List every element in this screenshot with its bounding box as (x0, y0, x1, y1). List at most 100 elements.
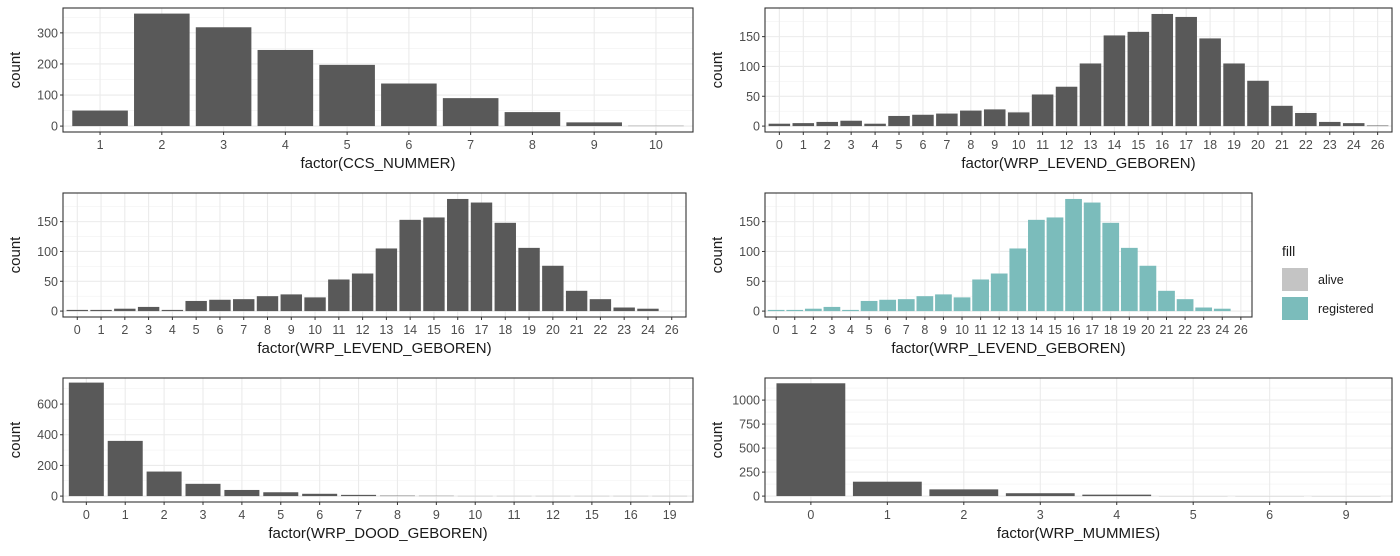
x-tick-label: 1 (884, 508, 891, 522)
x-tick-label: 8 (921, 323, 928, 337)
bar-3 (1005, 493, 1075, 497)
x-tick-label: 3 (828, 323, 835, 337)
bar-24 (1213, 308, 1231, 312)
x-tick-label: 21 (1275, 138, 1289, 152)
x-tick-label: 4 (169, 323, 176, 337)
bar-2 (816, 121, 838, 127)
bar-13 (375, 248, 398, 312)
x-tick-label: 2 (158, 138, 165, 152)
x-tick-label: 19 (1227, 138, 1241, 152)
x-tick-label: 0 (776, 138, 783, 152)
bar-5 (185, 300, 207, 312)
bar-5 (263, 492, 299, 497)
x-tick-label: 10 (955, 323, 969, 337)
bar-19 (1120, 247, 1138, 312)
bar-1 (72, 110, 128, 127)
bar-6 (879, 299, 897, 312)
x-tick-label: 14 (1107, 138, 1121, 152)
x-tick-label: 9 (433, 508, 440, 522)
y-tick-label: 750 (739, 418, 760, 432)
y-tick-label: 150 (739, 215, 760, 229)
x-tick-label: 9 (1343, 508, 1350, 522)
y-tick-label: 50 (746, 275, 760, 289)
legend-label-registered: registered (1318, 302, 1374, 316)
x-tick-label: 20 (546, 323, 560, 337)
x-tick-label: 18 (498, 323, 512, 337)
x-tick-label: 9 (591, 138, 598, 152)
y-tick-label: 0 (753, 490, 760, 504)
bar-3 (823, 306, 841, 312)
bar-3 (185, 483, 221, 497)
x-tick-label: 24 (641, 323, 655, 337)
y-tick-label: 100 (739, 60, 760, 74)
x-tick-label: 5 (344, 138, 351, 152)
bar-14 (1028, 219, 1045, 312)
x-tick-label: 17 (1179, 138, 1193, 152)
x-tick-label: 16 (624, 508, 638, 522)
x-tick-label: 2 (824, 138, 831, 152)
bar-17 (1083, 202, 1101, 312)
x-axis-title: factor(WRP_MUMMIES) (997, 525, 1160, 542)
panel-border (62, 192, 687, 318)
bar-14 (1103, 35, 1126, 127)
y-tick-label: 200 (37, 57, 58, 71)
x-tick-label: 4 (238, 508, 245, 522)
x-tick-label: 11 (974, 323, 987, 337)
bar-19 (1223, 63, 1245, 127)
x-tick-label: 21 (570, 323, 584, 337)
x-tick-label: 19 (1122, 323, 1136, 337)
bar-4 (842, 309, 859, 312)
x-tick-label: 1 (791, 323, 798, 337)
panel-background (765, 378, 1392, 502)
x-tick-label: 12 (356, 323, 370, 337)
bar-3 (195, 27, 252, 127)
bar-9 (935, 294, 952, 312)
x-tick-label: 3 (220, 138, 227, 152)
x-tick-label: 7 (355, 508, 362, 522)
x-tick-label: 8 (529, 138, 536, 152)
x-tick-label: 18 (1104, 323, 1118, 337)
bar-20 (1139, 265, 1157, 312)
x-tick-label: 8 (264, 323, 271, 337)
y-tick-label: 100 (739, 245, 760, 259)
bar-8 (504, 112, 561, 127)
bar-8 (916, 296, 934, 312)
y-tick-label: 1000 (732, 394, 760, 408)
panel-border (764, 192, 1253, 318)
x-tick-label: 16 (1155, 138, 1169, 152)
bar-12 (990, 273, 1008, 312)
bar-15 (423, 217, 445, 312)
x-tick-label: 5 (277, 508, 284, 522)
x-tick-label: 15 (1048, 323, 1062, 337)
bar-7 (442, 98, 499, 127)
x-tick-label: 6 (1266, 508, 1273, 522)
bar-13 (1079, 63, 1102, 127)
x-tick-label: 18 (1203, 138, 1217, 152)
x-tick-label: 3 (145, 323, 152, 337)
x-tick-label: 16 (1067, 323, 1081, 337)
bar-23 (1195, 307, 1213, 312)
legend-label-alive: alive (1318, 273, 1344, 287)
bar-19 (518, 247, 540, 312)
bar-7 (233, 299, 255, 312)
bar-21 (565, 290, 588, 312)
x-tick-label: 12 (546, 508, 560, 522)
x-tick-label: 10 (308, 323, 322, 337)
x-tick-label: 1 (98, 323, 105, 337)
bar-24 (1342, 123, 1365, 127)
x-tick-label: 3 (1037, 508, 1044, 522)
bar-17 (1175, 16, 1197, 127)
bar-18 (1102, 222, 1120, 312)
bar-22 (589, 299, 612, 312)
x-tick-label: 19 (522, 323, 536, 337)
x-tick-label: 14 (403, 323, 417, 337)
x-axis-title: factor(WRP_DOOD_GEBOREN) (268, 525, 487, 542)
y-tick-label: 200 (37, 459, 58, 473)
x-tick-label: 0 (74, 323, 81, 337)
x-tick-label: 4 (1113, 508, 1120, 522)
x-tick-label: 10 (1012, 138, 1026, 152)
bar-2 (146, 471, 182, 497)
panel-border (764, 377, 1393, 503)
